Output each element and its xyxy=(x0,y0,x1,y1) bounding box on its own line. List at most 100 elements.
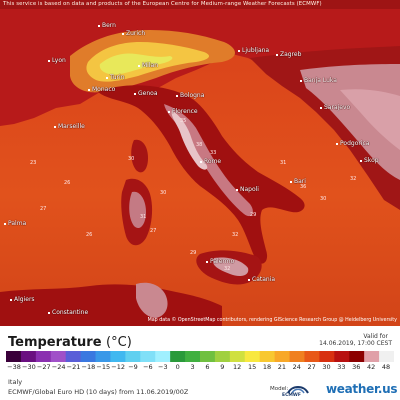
colorbar-segment xyxy=(259,351,276,362)
colorbar-tick-label: 27 xyxy=(307,363,316,371)
map-value-label: 35 xyxy=(180,118,187,124)
city-label: Podgorica xyxy=(336,140,369,147)
colorbar-segment xyxy=(334,351,350,362)
colorbar-tick-label: −30 xyxy=(22,363,36,371)
italy-peninsula xyxy=(98,85,305,264)
map-value-label: 30 xyxy=(160,190,167,196)
colorbar-tick-label: −9 xyxy=(128,363,138,371)
map-value-label: 32 xyxy=(232,232,239,238)
colorbar-tick-label: 33 xyxy=(337,363,346,371)
colorbar-tick-label: −15 xyxy=(96,363,111,371)
city-label: Catania xyxy=(248,276,275,283)
colorbar-segment xyxy=(364,351,380,362)
city-label: Monaco xyxy=(88,86,115,93)
colorbar-tick-label: 18 xyxy=(262,363,272,371)
temperature-colorbar xyxy=(6,351,394,362)
temperature-map: This service is based on data and produc… xyxy=(0,0,400,326)
map-value-label: 29 xyxy=(250,212,257,218)
colorbar-segment xyxy=(65,351,82,362)
colorbar-segment xyxy=(6,351,22,362)
map-value-label: 32 xyxy=(350,176,357,182)
map-value-label: 30 xyxy=(320,196,327,202)
city-label: Skop xyxy=(360,157,379,164)
colorbar-segment xyxy=(274,351,290,362)
city-label: Ljubljana xyxy=(238,47,269,54)
corsica xyxy=(131,139,148,173)
legend-title: Temperature (°C) xyxy=(8,335,132,350)
map-value-label: 38 xyxy=(196,142,203,148)
ecmwf-logo-text: ECMWF xyxy=(282,393,301,398)
map-value-label: 33 xyxy=(210,150,217,156)
colorbar-ticks: −38 −30 −27 −24 −21 −18 −15 −12 −9 −6 −3 0 3 6 9 12 15 18… xyxy=(0,363,400,372)
city-label: Bari xyxy=(290,178,306,185)
colorbar-segment xyxy=(244,351,261,362)
colorbar-tick-label: 12 xyxy=(233,363,242,371)
legend-panel: Temperature (°C) Valid for 14.06.2019, 1… xyxy=(0,326,400,400)
colorbar-segment xyxy=(50,351,67,362)
legend-title-text: Temperature xyxy=(8,335,102,350)
map-value-label: 29 xyxy=(190,250,197,256)
colorbar-tick-label: 48 xyxy=(381,363,391,371)
city-label: Constantine xyxy=(48,309,88,316)
city-label: Genoa xyxy=(134,90,158,97)
colorbar-segment xyxy=(110,351,126,362)
map-value-label: 31 xyxy=(280,160,287,166)
city-label: Palermo xyxy=(206,258,234,265)
balkans-hotter xyxy=(340,89,400,150)
ecmwf-logo-icon xyxy=(287,386,309,394)
colorbar-segment xyxy=(349,351,365,362)
colorbar-tick-label: 0 xyxy=(175,363,180,371)
map-value-label: 27 xyxy=(40,206,47,212)
colorbar-segment xyxy=(95,351,111,362)
colorbar-tick-label: −38 xyxy=(7,363,21,371)
valid-label: Valid for xyxy=(363,333,388,340)
colorbar-tick-label: −27 xyxy=(36,363,51,371)
city-label: Rome xyxy=(200,158,221,165)
weather-us-logo[interactable]: weather.us xyxy=(326,382,398,396)
colorbar-segment xyxy=(170,351,186,362)
map-value-label: 31 xyxy=(140,214,147,220)
colorbar-tick-label: −12 xyxy=(111,363,126,371)
colorbar-tick-label: 30 xyxy=(322,363,331,371)
map-value-label: 26 xyxy=(86,232,93,238)
city-label: Florence xyxy=(168,108,198,115)
colorbar-tick-label: 6 xyxy=(205,363,210,371)
map-value-label: 32 xyxy=(224,266,231,272)
colorbar-tick-label: −24 xyxy=(51,363,66,371)
colorbar-segment xyxy=(155,351,171,362)
city-label: Turin xyxy=(106,74,125,81)
sardinia-hot xyxy=(129,191,146,229)
colorbar-segment xyxy=(80,351,96,362)
map-value-label: 30 xyxy=(128,156,135,162)
colorbar-tick-label: 24 xyxy=(292,363,301,371)
city-label: Zagreb xyxy=(276,51,301,58)
colorbar-segment xyxy=(185,351,201,362)
notice-band xyxy=(0,0,400,9)
colorbar-segment xyxy=(125,351,141,362)
map-value-label: 27 xyxy=(150,228,157,234)
colorbar-tick-label: 42 xyxy=(366,363,376,371)
colorbar-tick-label: 36 xyxy=(352,363,361,371)
city-label: Bern xyxy=(98,22,116,29)
legend-unit: (°C) xyxy=(106,335,132,350)
colorbar-tick-label: −6 xyxy=(143,363,153,371)
region-label: Italy xyxy=(8,378,23,386)
map-value-label: 36 xyxy=(300,184,307,190)
colorbar-tick-label: 3 xyxy=(190,363,195,371)
city-label: Zurich xyxy=(122,30,145,37)
colorbar-segment xyxy=(35,351,52,362)
apennines-hottest xyxy=(171,110,208,170)
colorbar-segment xyxy=(289,351,305,362)
colorbar-tick-label: −18 xyxy=(81,363,96,371)
colorbar-tick-label: 21 xyxy=(277,363,286,371)
model-label: Model: xyxy=(270,386,289,392)
city-label: Algiers xyxy=(10,296,35,303)
tunisia-hot xyxy=(136,282,168,318)
alps-peaks xyxy=(99,53,173,75)
city-label: Napoli xyxy=(236,186,259,193)
colorbar-tick-label: −3 xyxy=(158,363,168,371)
valid-time: 14.06.2019, 17:00 CEST xyxy=(319,340,392,347)
map-attribution[interactable]: Map data © OpenStreetMap contributors, r… xyxy=(147,318,397,323)
map-value-label: 23 xyxy=(30,160,37,166)
colorbar-segment xyxy=(304,351,320,362)
